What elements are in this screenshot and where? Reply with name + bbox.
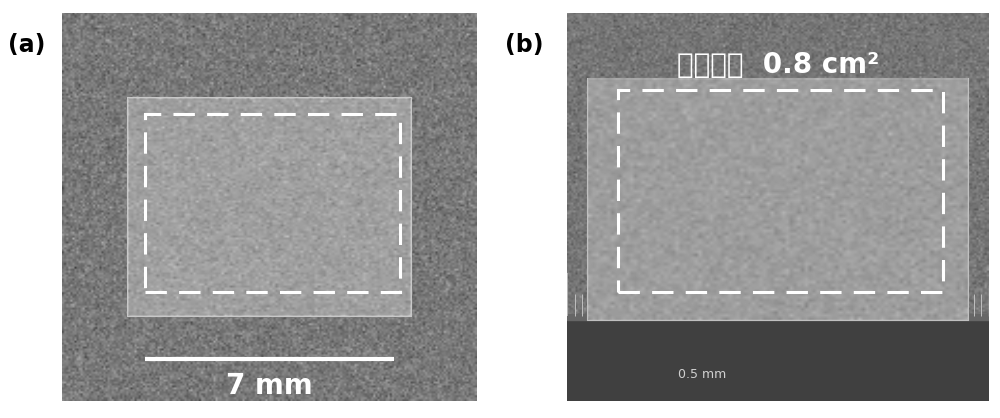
- Text: (a): (a): [8, 33, 45, 57]
- Bar: [567, 314, 989, 320]
- Bar: [618, 90, 943, 293]
- Text: 0.5 mm: 0.5 mm: [678, 367, 726, 380]
- Text: 7 mm: 7 mm: [226, 372, 313, 400]
- Bar: [567, 316, 989, 401]
- Bar: [145, 114, 400, 293]
- Text: (b): (b): [505, 33, 544, 57]
- Bar: [128, 98, 411, 316]
- Text: 有效面积  0.8 cm²: 有效面积 0.8 cm²: [677, 51, 879, 79]
- Bar: [588, 79, 968, 320]
